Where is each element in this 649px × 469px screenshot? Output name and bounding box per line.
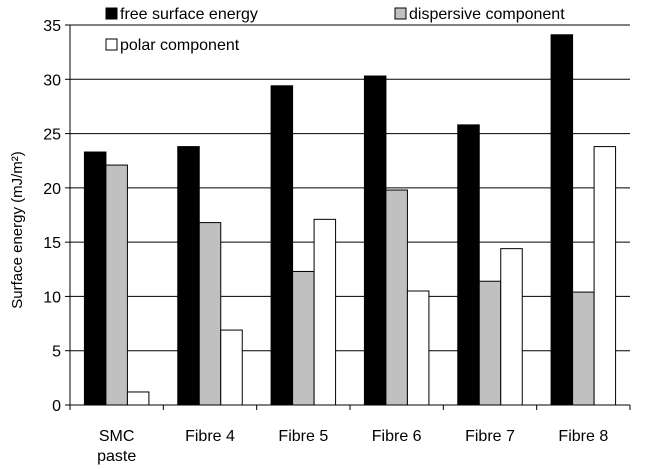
bar [572, 291, 595, 406]
bar [198, 222, 222, 406]
x-tick-label: Fibre 6 [372, 428, 422, 445]
bar [457, 124, 480, 406]
bar [126, 391, 150, 406]
y-tick-labels: 0 5 10 15 20 25 30 35 [43, 18, 61, 415]
bar [313, 218, 337, 406]
y-tick-label: 35 [43, 18, 61, 35]
x-tick-labels: SMC paste Fibre 4 Fibre 5 Fibre 6 Fibre 7 Fibr… [97, 428, 608, 465]
bar [593, 146, 617, 406]
x-tick-label: Fibre 8 [558, 428, 608, 445]
y-tick-label: 15 [43, 235, 61, 252]
x-tick-label: Fibre 4 [185, 428, 235, 445]
y-tick-label: 5 [52, 344, 61, 361]
y-tick-label: 25 [43, 127, 61, 144]
y-tick-label: 10 [43, 289, 61, 306]
y-tick-label: 0 [52, 398, 61, 415]
y-tick-label: 30 [43, 72, 61, 89]
legend-swatch [394, 7, 407, 20]
axes [65, 24, 631, 410]
legend-swatch [105, 38, 118, 51]
legend: free surface energy dispersive component p… [105, 6, 565, 54]
bar [270, 85, 294, 406]
bar [177, 146, 200, 406]
bar [105, 164, 128, 406]
x-tick-label: SMC [99, 428, 135, 445]
y-axis-title: Surface energy (mJ/m²) [9, 151, 26, 309]
gridlines [70, 24, 630, 352]
bar [292, 270, 315, 406]
bar [550, 34, 574, 406]
bar [500, 248, 523, 406]
legend-swatch [105, 7, 118, 20]
legend-label: dispersive component [409, 6, 565, 23]
bar [220, 329, 243, 406]
x-tick-label: Fibre 7 [465, 428, 515, 445]
y-tick-label: 20 [43, 181, 61, 198]
x-tick-label: paste [97, 448, 136, 465]
bar [478, 280, 502, 406]
bar [83, 151, 107, 406]
bars [83, 34, 617, 406]
x-tick-label: Fibre 5 [278, 428, 328, 445]
bar [363, 75, 387, 406]
legend-label: polar component [120, 37, 240, 54]
bar [385, 189, 408, 406]
bar [406, 290, 430, 406]
legend-label: free surface energy [120, 6, 258, 23]
